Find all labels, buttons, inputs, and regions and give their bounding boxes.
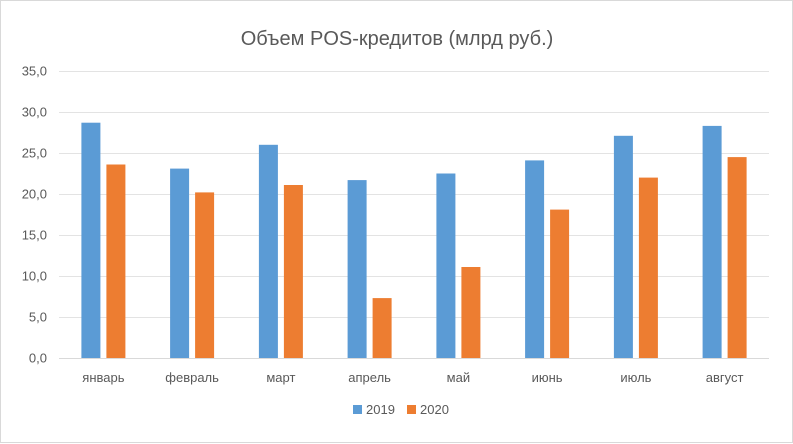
x-tick-label: июль bbox=[620, 370, 651, 385]
legend-label-2019: 2019 bbox=[366, 402, 395, 417]
y-tick-label: 30,0 bbox=[22, 105, 47, 120]
bar-2019-4 bbox=[347, 180, 367, 358]
legend-swatch-2020 bbox=[407, 405, 416, 414]
bar-2019-6 bbox=[525, 160, 545, 358]
gridlines bbox=[59, 71, 769, 359]
y-tick-label: 25,0 bbox=[22, 146, 47, 161]
legend: 2019 2020 bbox=[353, 402, 449, 417]
x-axis-ticks: январь февраль март апрель май июнь июль август bbox=[82, 370, 743, 385]
bar-2019-3 bbox=[258, 144, 278, 358]
y-tick-label: 35,0 bbox=[22, 64, 47, 79]
y-tick-label: 10,0 bbox=[22, 269, 47, 284]
x-tick-label: март bbox=[266, 370, 295, 385]
y-axis-ticks: 0,0 5,0 10,0 15,0 20,0 25,0 30,0 35,0 bbox=[22, 64, 47, 366]
bar-2019-8 bbox=[702, 125, 722, 359]
bar-2019-1 bbox=[81, 122, 101, 358]
legend-label-2020: 2020 bbox=[420, 402, 449, 417]
bars bbox=[81, 122, 747, 359]
bar-2020-6 bbox=[550, 209, 570, 358]
chart-title: Объем POS-кредитов (млрд руб.) bbox=[241, 28, 554, 50]
y-tick-label: 20,0 bbox=[22, 187, 47, 202]
y-tick-label: 15,0 bbox=[22, 228, 47, 243]
x-tick-label: февраль bbox=[165, 370, 219, 385]
x-tick-label: апрель bbox=[348, 370, 391, 385]
bar-2020-1 bbox=[106, 164, 126, 358]
x-tick-label: май bbox=[447, 370, 470, 385]
bar-2020-3 bbox=[283, 185, 303, 358]
x-tick-label: июнь bbox=[532, 370, 563, 385]
bar-2019-5 bbox=[436, 173, 456, 358]
y-tick-label: 5,0 bbox=[29, 310, 47, 325]
x-tick-label: январь bbox=[82, 370, 124, 385]
bar-2020-4 bbox=[372, 298, 392, 358]
y-tick-label: 0,0 bbox=[29, 351, 47, 366]
bar-2020-8 bbox=[727, 157, 747, 358]
legend-swatch-2019 bbox=[353, 405, 362, 414]
bar-2020-2 bbox=[195, 192, 215, 358]
bar-2019-2 bbox=[170, 168, 190, 358]
x-tick-label: август bbox=[706, 370, 744, 385]
bar-2020-5 bbox=[461, 267, 481, 358]
bar-2020-7 bbox=[638, 177, 658, 358]
bar-2019-7 bbox=[613, 135, 633, 358]
